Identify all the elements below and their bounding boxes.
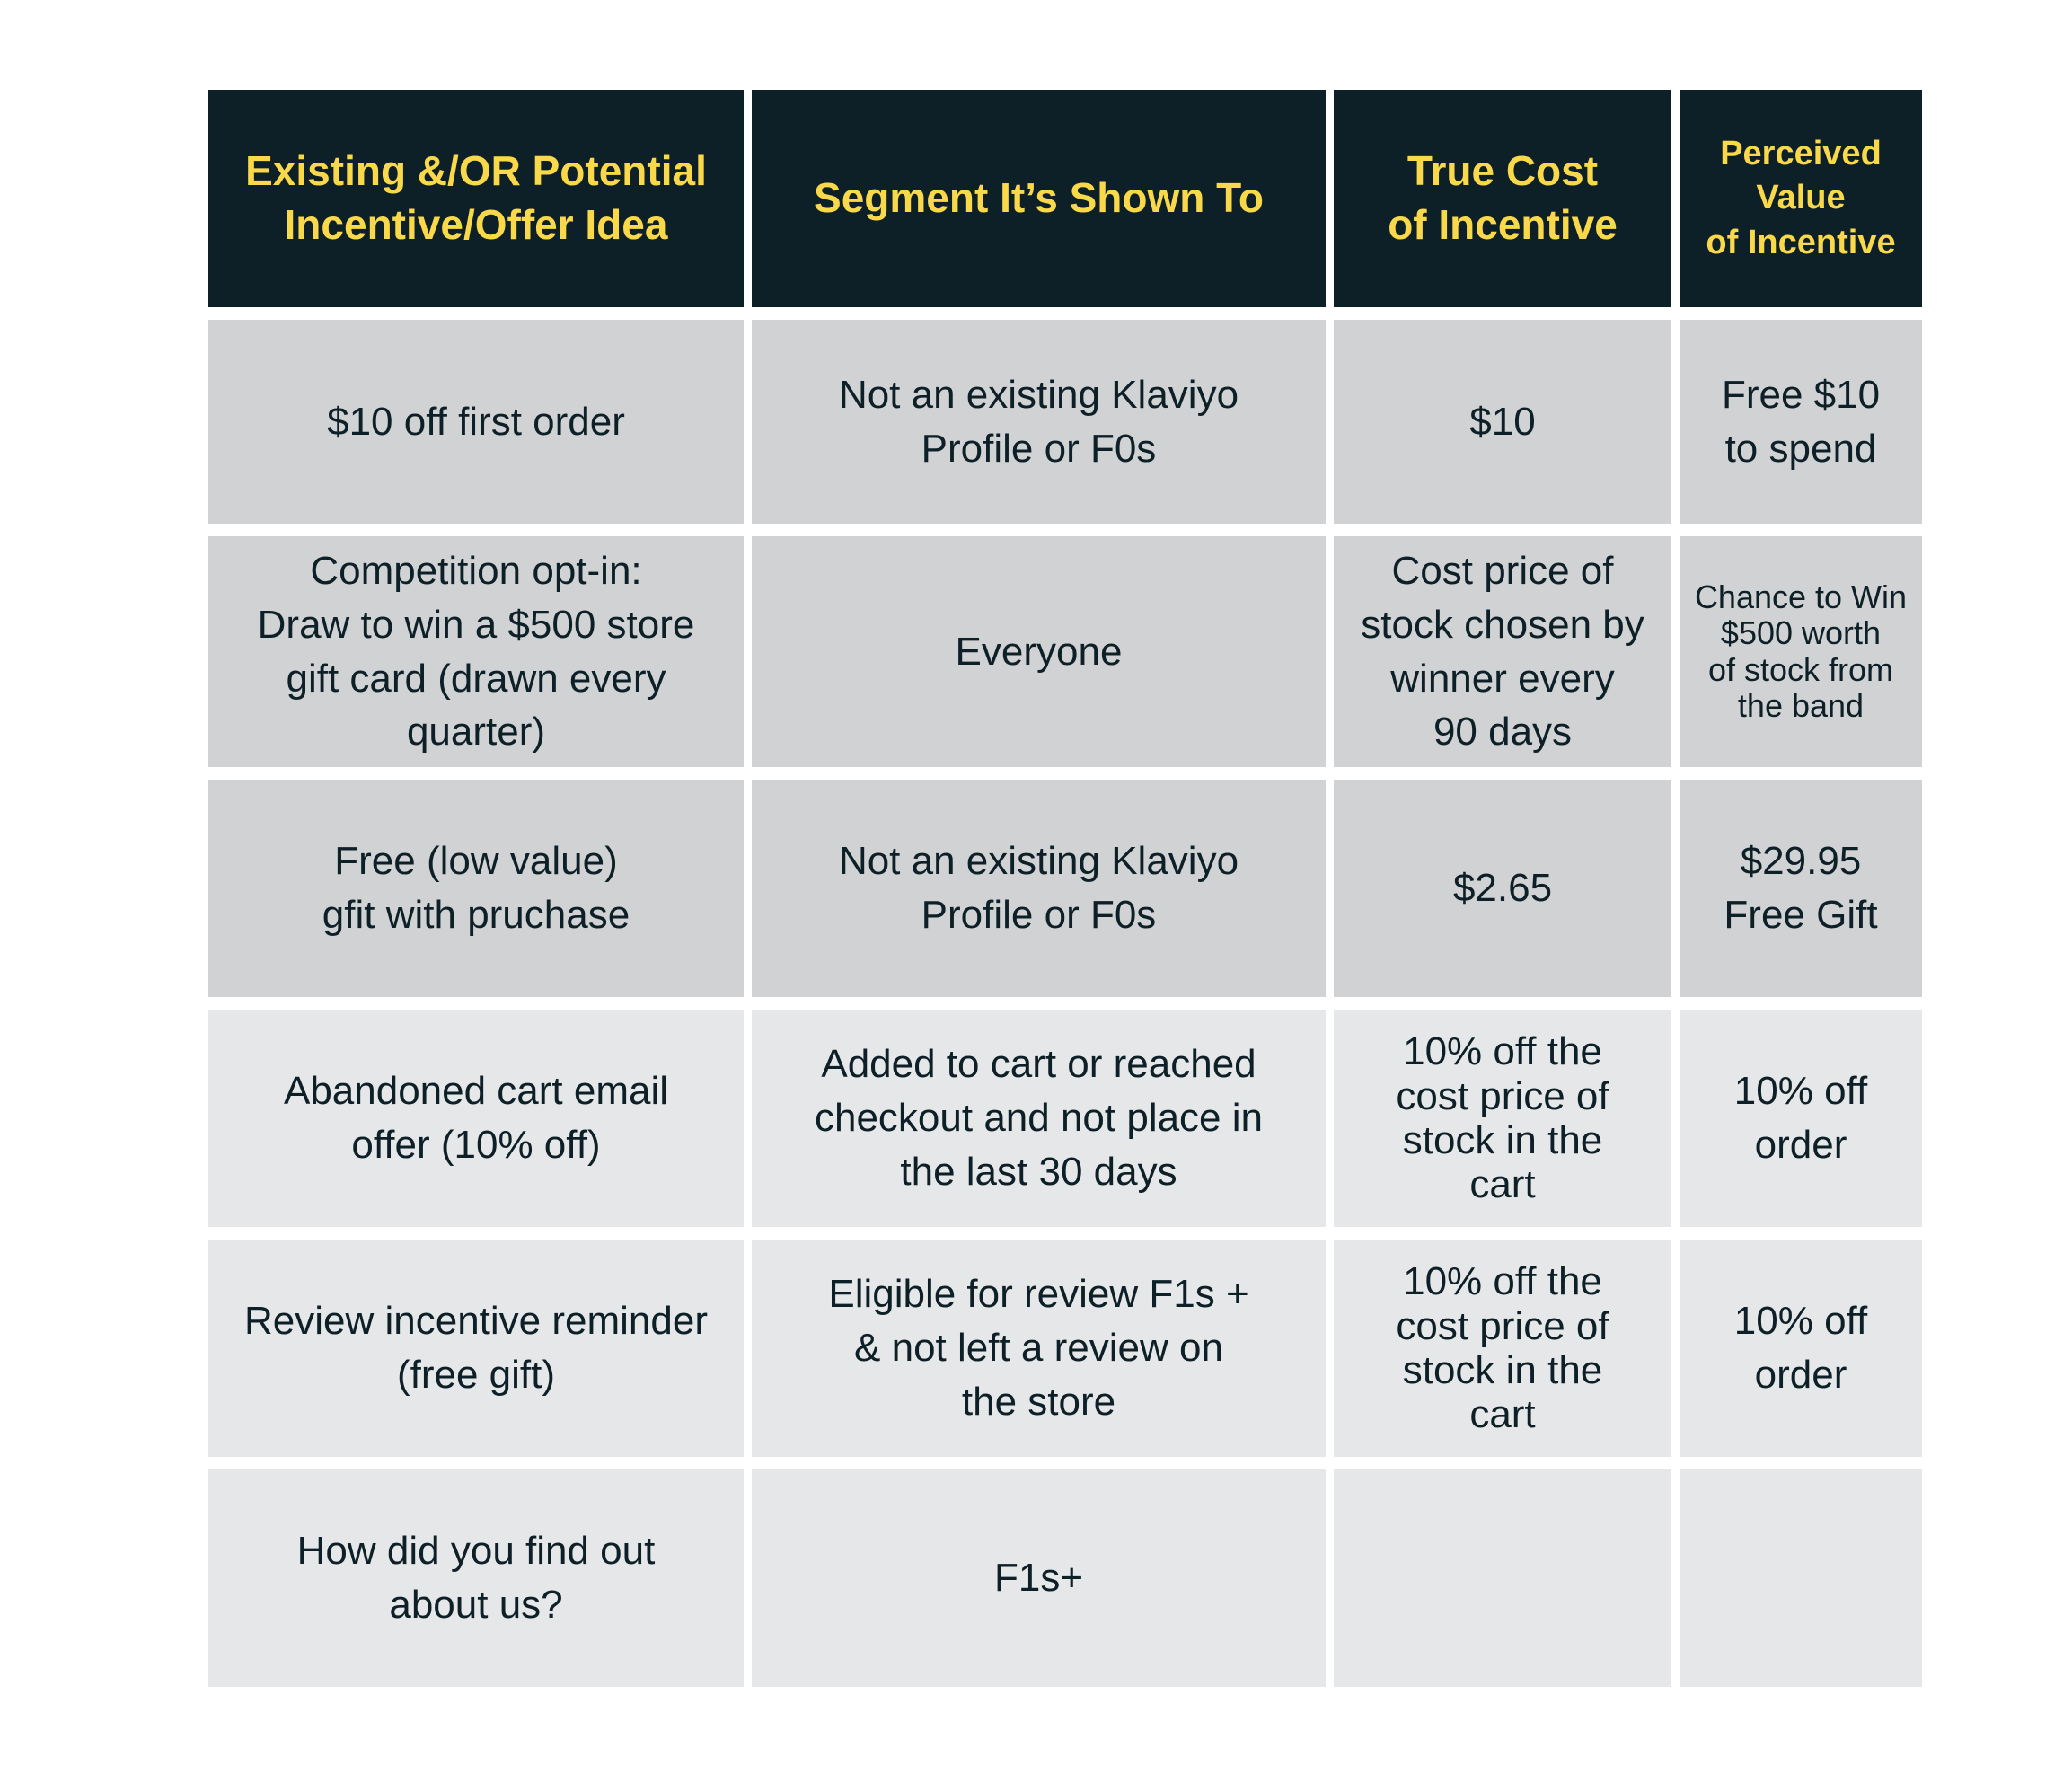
table-cell: Not an existing Klaviyo Profile or F0s xyxy=(752,780,1326,997)
table-cell: 10% off order xyxy=(1680,1010,1922,1227)
table-cell: How did you find out about us? xyxy=(208,1469,744,1687)
header-incentive-idea: Existing &/OR Potential Incentive/Offer … xyxy=(208,90,744,307)
table-cell: $10 xyxy=(1334,320,1671,524)
table-cell: $10 off first order xyxy=(208,320,744,524)
table-cell: 10% off the cost price of stock in the c… xyxy=(1334,1240,1671,1457)
table-cell: Review incentive reminder (free gift) xyxy=(208,1240,744,1457)
header-perceived-value: Perceived Value of Incentive xyxy=(1680,90,1922,307)
table-cell: $29.95 Free Gift xyxy=(1680,780,1922,997)
table-cell-empty xyxy=(1334,1469,1671,1687)
table-cell: Cost price of stock chosen by winner eve… xyxy=(1334,536,1671,767)
table-cell: Competition opt-in: Draw to win a $500 s… xyxy=(208,536,744,767)
table-cell: Abandoned cart email offer (10% off) xyxy=(208,1010,744,1227)
table-cell: F1s+ xyxy=(752,1469,1326,1687)
table-cell: Everyone xyxy=(752,536,1326,767)
header-segment: Segment It’s Shown To xyxy=(752,90,1326,307)
incentive-table: Existing &/OR Potential Incentive/Offer … xyxy=(208,90,1922,1687)
table-cell: Free $10 to spend xyxy=(1680,320,1922,524)
table-cell-empty xyxy=(1680,1469,1922,1687)
header-true-cost: True Cost of Incentive xyxy=(1334,90,1671,307)
table-cell: Eligible for review F1s + & not left a r… xyxy=(752,1240,1326,1457)
table-cell: Chance to Win $500 worth of stock from t… xyxy=(1680,536,1922,767)
table-cell: 10% off order xyxy=(1680,1240,1922,1457)
table-cell: Free (low value) gfit with pruchase xyxy=(208,780,744,997)
table-cell: 10% off the cost price of stock in the c… xyxy=(1334,1010,1671,1227)
table-cell: Added to cart or reached checkout and no… xyxy=(752,1010,1326,1227)
table-cell: $2.65 xyxy=(1334,780,1671,997)
table-cell: Not an existing Klaviyo Profile or F0s xyxy=(752,320,1326,524)
